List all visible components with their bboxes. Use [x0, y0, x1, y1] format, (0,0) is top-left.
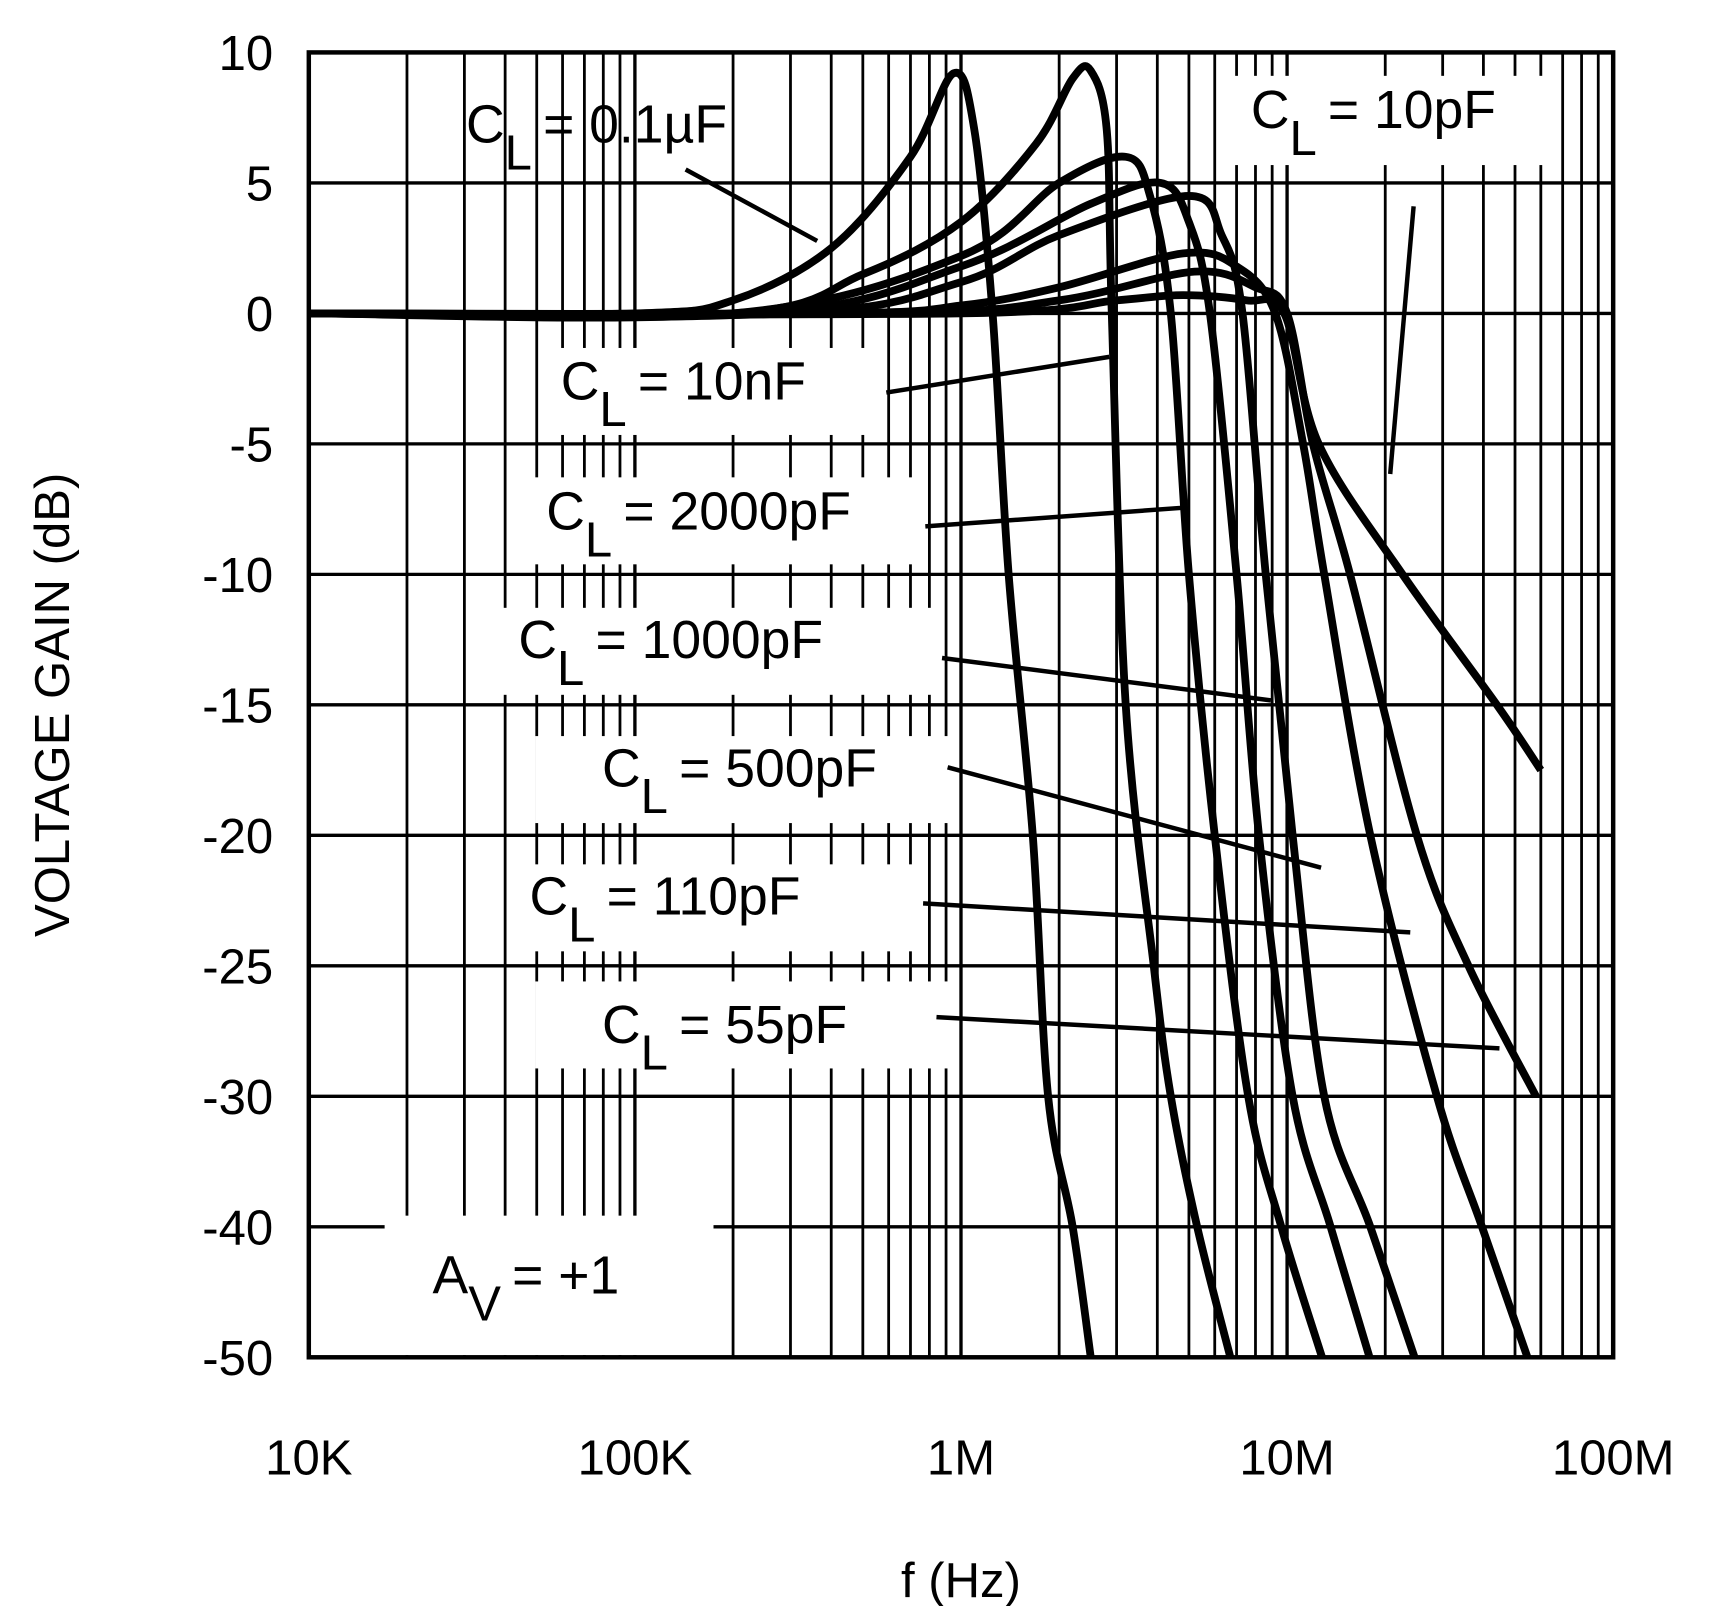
- leader-line: [925, 505, 1188, 529]
- y-tick-label: 5: [246, 158, 273, 212]
- label-value: = 2000pF: [623, 483, 851, 542]
- annotation-subscript: V: [468, 1277, 501, 1331]
- y-tick-label: 0: [246, 288, 273, 342]
- curve-label: CL = 10nF: [561, 352, 806, 437]
- label-subscript: L: [585, 514, 612, 568]
- annotation-value: = +1: [512, 1247, 619, 1306]
- label-subscript: L: [641, 1027, 668, 1081]
- y-tick-label: -25: [202, 941, 273, 995]
- leader-line: [941, 655, 1272, 703]
- leader-line: [684, 167, 819, 243]
- gain-annotation: AV = +1: [433, 1247, 620, 1332]
- label-value: = 55pF: [679, 996, 847, 1055]
- y-tick-label: -10: [202, 549, 273, 603]
- label-value: = 10nF: [638, 352, 806, 411]
- label-background: [535, 736, 948, 824]
- leader-line: [885, 354, 1110, 395]
- tick-labels: 10 5 0 -5 -10 -15 -20 -25 -30 -40 -50 10K 100K 1M 10M 1…: [202, 27, 1674, 1485]
- label-symbol: C: [530, 868, 569, 927]
- annotation-background: [384, 1215, 714, 1356]
- leader-line: [922, 901, 1411, 935]
- label-value: = 0.1µF: [543, 96, 727, 155]
- annotation-symbol: A: [433, 1247, 469, 1306]
- x-tick-label: 100M: [1552, 1431, 1675, 1485]
- grid: [307, 50, 1614, 1359]
- plot-frame: [306, 50, 1616, 1360]
- y-tick-label: 10: [219, 27, 274, 81]
- series-line: [308, 291, 1545, 773]
- x-tick-label: 10M: [1239, 1431, 1334, 1485]
- y-tick-label: -40: [202, 1202, 273, 1256]
- y-tick-label: -30: [202, 1071, 273, 1125]
- x-axis-title: f (Hz): [901, 1554, 1021, 1606]
- curve-label: CL = 55pF: [602, 996, 847, 1081]
- label-subscript: L: [557, 642, 584, 696]
- x-tick-label: 10K: [265, 1431, 353, 1485]
- y-tick-label: -20: [202, 810, 273, 864]
- label-background: [1226, 75, 1561, 166]
- label-subscript: L: [568, 898, 595, 952]
- label-subscript: L: [599, 383, 626, 437]
- label-subscript: L: [505, 127, 532, 181]
- label-background: [540, 347, 887, 435]
- y-tick-label: -15: [202, 680, 273, 734]
- label-value: = 1000pF: [595, 611, 823, 670]
- leader-line: [947, 765, 1322, 870]
- series-line: [308, 68, 1095, 1358]
- label-symbol: C: [602, 996, 641, 1055]
- label-symbol: C: [1251, 81, 1290, 140]
- curve-label: CL = 500pF: [602, 739, 877, 824]
- y-axis-title: VOLTAGE GAIN (dB): [26, 473, 80, 937]
- curve-label: CL = 110pF: [530, 868, 801, 953]
- curve-label: CL = 1000pF: [518, 611, 823, 696]
- y-tick-label: -5: [230, 419, 274, 473]
- label-symbol: C: [546, 483, 585, 542]
- x-tick-label: 1M: [927, 1431, 995, 1485]
- label-symbol: C: [602, 739, 641, 798]
- label-subscript: L: [641, 770, 668, 824]
- curve-label: CL = 10pF: [1251, 81, 1496, 166]
- label-value: = 500pF: [679, 739, 877, 798]
- label-background: [523, 477, 926, 565]
- label-symbol: C: [561, 352, 600, 411]
- label-value: = 10pF: [1328, 81, 1496, 140]
- x-tick-label: 100K: [578, 1431, 693, 1485]
- leader-line: [1387, 206, 1416, 475]
- label-background: [512, 864, 915, 952]
- curve-label: CL = 2000pF: [546, 483, 851, 568]
- label-background: [535, 981, 959, 1069]
- curves: [308, 62, 1545, 1359]
- label-subscript: L: [1289, 112, 1316, 166]
- label-symbol: C: [518, 611, 557, 670]
- leader-line: [936, 1014, 1500, 1051]
- series-line: [308, 62, 1235, 1359]
- curve-label: CL = 0.1µF: [466, 96, 727, 181]
- y-tick-label: -50: [202, 1332, 273, 1386]
- label-background: [501, 607, 937, 695]
- label-value: = 110pF: [607, 868, 801, 927]
- series-line: [308, 192, 1419, 1359]
- label-symbol: C: [466, 96, 505, 155]
